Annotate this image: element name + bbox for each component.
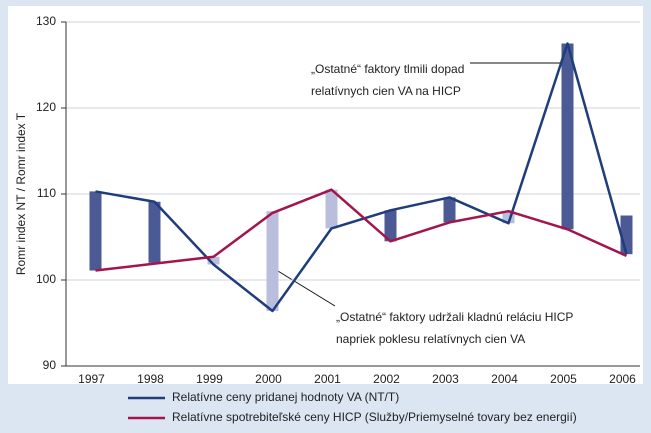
y-tick-label: 120 xyxy=(36,100,56,114)
y-axis-label: Romr index NT / Romr index T xyxy=(14,112,28,275)
annotation: napriek poklesu relatívnych cien VA xyxy=(336,332,525,346)
annotation: relatívnych cien VA na HICP xyxy=(311,84,461,98)
legend-label: Relatívne ceny pridanej hodnoty VA (NT/T… xyxy=(172,390,399,404)
series-line xyxy=(95,42,628,313)
x-tick-label: 2003 xyxy=(432,372,459,386)
range-bar xyxy=(266,211,279,311)
y-tick-label: 90 xyxy=(43,358,57,372)
x-tick-label: 2006 xyxy=(609,372,636,386)
range-bar xyxy=(325,189,338,229)
range-bar xyxy=(443,197,456,223)
x-tick-label: 1998 xyxy=(137,372,164,386)
x-tick-label: 2000 xyxy=(255,372,282,386)
range-bar xyxy=(148,201,161,263)
x-tick-label: 1999 xyxy=(196,372,223,386)
annotation-arrow xyxy=(272,267,336,307)
y-tick-label: 100 xyxy=(36,272,56,286)
y-tick-label: 130 xyxy=(36,14,56,28)
x-tick-label: 2004 xyxy=(491,372,518,386)
range-bar xyxy=(207,256,220,265)
y-tick-label: 110 xyxy=(37,186,56,200)
series-line xyxy=(95,188,628,272)
x-tick-label: 2001 xyxy=(314,372,341,386)
legend-label: Relatívne spotrebiteľské ceny HICP (Služ… xyxy=(172,410,577,424)
range-bar xyxy=(384,210,397,242)
range-bar xyxy=(89,191,102,271)
range-bar xyxy=(561,43,574,230)
x-tick-label: 2002 xyxy=(373,372,400,386)
annotation: „Ostatné“ faktory udržali kladnú reláciu… xyxy=(336,310,573,324)
x-tick-label: 1997 xyxy=(78,372,105,386)
x-tick-label: 2005 xyxy=(550,372,577,386)
annotation: „Ostatné“ faktory tlmili dopad xyxy=(311,62,464,76)
